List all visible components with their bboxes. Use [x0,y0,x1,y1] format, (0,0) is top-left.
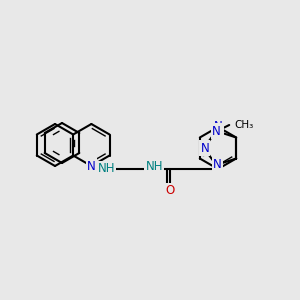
Text: N: N [212,124,220,137]
Text: N: N [200,142,209,154]
Text: N: N [213,158,222,172]
Text: N: N [87,160,96,172]
Text: NH: NH [98,163,115,176]
Text: N: N [214,121,222,134]
Text: NH: NH [146,160,163,173]
Text: O: O [166,184,175,197]
Text: CH₃: CH₃ [234,120,254,130]
